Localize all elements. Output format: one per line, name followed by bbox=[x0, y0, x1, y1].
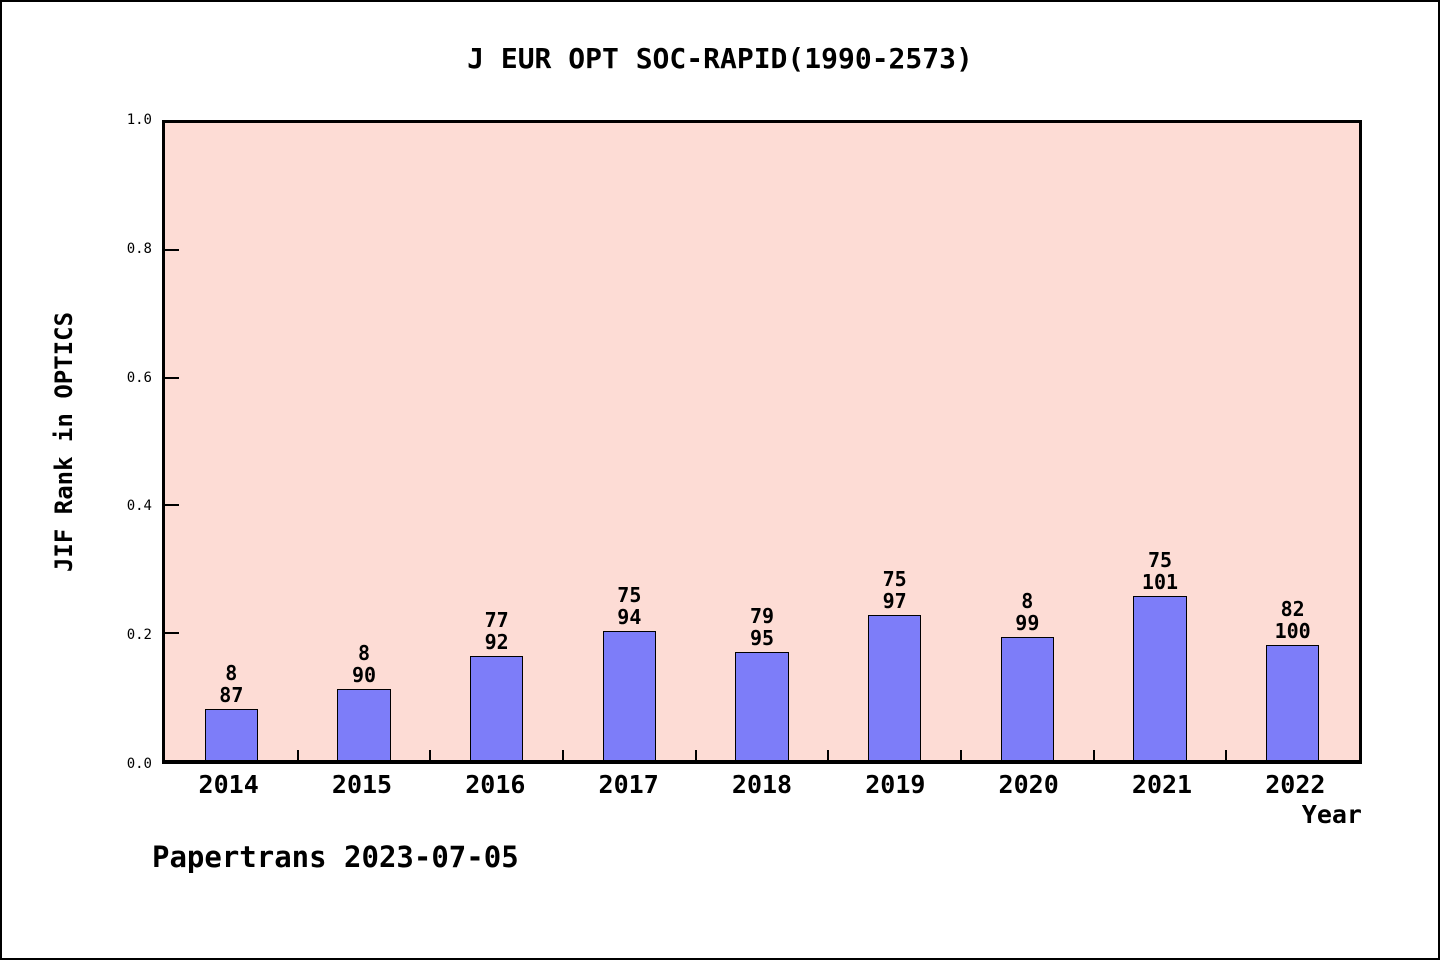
bar-value-label: 75 94 bbox=[617, 582, 642, 629]
bar-group-2018: 79 95 bbox=[696, 123, 829, 760]
bar bbox=[204, 709, 258, 760]
x-tick-label-2017: 2017 bbox=[598, 770, 659, 799]
x-minor-tick bbox=[694, 750, 697, 760]
y-tick-label: 0.6 bbox=[126, 369, 152, 386]
bar-group-2022: 82 100 bbox=[1226, 123, 1359, 760]
x-tick-label-2022: 2022 bbox=[1265, 770, 1326, 799]
bar bbox=[470, 655, 524, 760]
y-tick-mark bbox=[165, 249, 179, 252]
bar-value-label: 8 99 bbox=[1015, 589, 1040, 636]
bar bbox=[1133, 595, 1187, 760]
y-tick-mark bbox=[165, 631, 179, 634]
y-tick-label: 0.2 bbox=[126, 627, 152, 644]
bar-value-label: 8 90 bbox=[351, 640, 377, 687]
x-minor-tick bbox=[1225, 750, 1228, 760]
x-axis-label: Year bbox=[1301, 800, 1362, 829]
bar-value-label: 82 100 bbox=[1274, 596, 1311, 643]
y-tick-mark bbox=[165, 504, 179, 507]
bar-group-2021: 75 101 bbox=[1094, 123, 1227, 760]
x-tick-label-2014: 2014 bbox=[198, 770, 259, 799]
y-axis-label: JIF Rank in OPTICS bbox=[50, 311, 78, 573]
y-tick-label: 0.4 bbox=[126, 498, 152, 515]
x-minor-tick bbox=[562, 750, 564, 760]
y-tick-label: 1.0 bbox=[126, 112, 152, 128]
x-minor-tick bbox=[960, 750, 962, 760]
y-tick-label: 0.0 bbox=[126, 756, 152, 772]
bar-group-2016: 77 92 bbox=[430, 123, 563, 760]
footer-note: Papertrans 2023-07-05 bbox=[152, 840, 519, 874]
x-minor-tick bbox=[827, 750, 830, 760]
bar-value-label: 75 101 bbox=[1141, 547, 1179, 594]
y-tick-mark bbox=[165, 376, 179, 379]
bar-group-2017: 75 94 bbox=[563, 123, 696, 760]
y-tick-label: 0.8 bbox=[126, 240, 152, 257]
bar-value-label: 79 95 bbox=[749, 604, 775, 651]
bar bbox=[1266, 644, 1320, 760]
x-minor-tick bbox=[296, 750, 299, 760]
x-tick-label-2021: 2021 bbox=[1131, 770, 1193, 799]
bar-group-2015: 8 90 bbox=[298, 123, 431, 760]
bar bbox=[337, 688, 391, 760]
bar-group-2020: 8 99 bbox=[961, 123, 1094, 760]
x-tick-label-2019: 2019 bbox=[865, 770, 926, 799]
bar bbox=[868, 614, 922, 760]
x-tick-label-2015: 2015 bbox=[331, 770, 393, 799]
bar-value-label: 8 87 bbox=[219, 661, 244, 708]
x-tick-label-2016: 2016 bbox=[465, 770, 526, 799]
x-minor-tick bbox=[1092, 750, 1095, 760]
bar-group-2019: 75 97 bbox=[828, 123, 961, 760]
bar bbox=[1000, 637, 1054, 760]
bar bbox=[602, 630, 656, 760]
x-tick-label-2020: 2020 bbox=[998, 770, 1059, 799]
x-minor-tick bbox=[429, 750, 432, 760]
plot-area: 8 87 8 90 77 92 75 94 79 95 75 97 8 99 75 101 82 100 bbox=[162, 120, 1362, 764]
bar-value-label: 75 97 bbox=[882, 566, 907, 613]
x-tick-label-2018: 2018 bbox=[731, 770, 793, 799]
chart-title: J EUR OPT SOC-RAPID(1990-2573) bbox=[467, 42, 973, 75]
bar-value-label: 77 92 bbox=[484, 607, 509, 654]
bar bbox=[735, 652, 789, 760]
bar-group-2014: 8 87 bbox=[165, 123, 298, 760]
